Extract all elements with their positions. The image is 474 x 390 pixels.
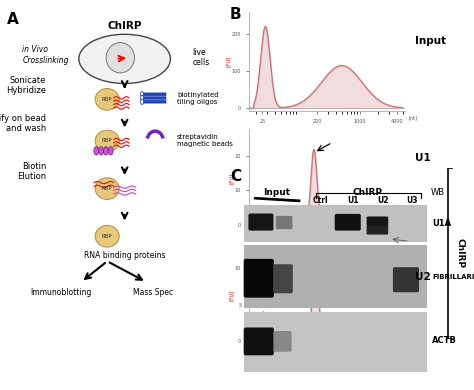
Text: RNA binding proteins: RNA binding proteins <box>84 251 165 260</box>
Text: RBP: RBP <box>102 97 112 102</box>
Bar <box>244 205 427 242</box>
Text: ChIRP: ChIRP <box>108 21 142 31</box>
Bar <box>244 312 427 372</box>
FancyBboxPatch shape <box>142 96 166 100</box>
Text: biotinylated
tiling oligos: biotinylated tiling oligos <box>177 92 219 105</box>
Ellipse shape <box>95 130 119 152</box>
FancyBboxPatch shape <box>366 226 388 234</box>
Text: Biotin
Elution: Biotin Elution <box>17 162 46 181</box>
FancyBboxPatch shape <box>244 259 274 298</box>
Ellipse shape <box>95 178 119 199</box>
Text: U1: U1 <box>347 196 358 205</box>
Text: live
cells: live cells <box>192 48 210 67</box>
Circle shape <box>141 99 144 105</box>
Text: [nt]: [nt] <box>409 349 417 354</box>
Text: streptavidin
magnetic beads: streptavidin magnetic beads <box>177 135 233 147</box>
Text: WB: WB <box>431 188 445 197</box>
Text: U2: U2 <box>377 196 389 205</box>
Text: B: B <box>230 7 242 22</box>
Text: [nt]: [nt] <box>409 232 417 237</box>
FancyBboxPatch shape <box>393 267 419 292</box>
FancyBboxPatch shape <box>366 216 388 226</box>
Text: U2: U2 <box>415 272 430 282</box>
Text: RBP: RBP <box>102 138 112 144</box>
Circle shape <box>141 92 144 97</box>
FancyBboxPatch shape <box>273 264 293 293</box>
Text: FIBRILLARIN: FIBRILLARIN <box>432 274 474 280</box>
Y-axis label: [FU]: [FU] <box>228 173 234 184</box>
Text: [nt]: [nt] <box>409 115 417 120</box>
Text: in Vivo
Crosslinking: in Vivo Crosslinking <box>22 45 69 65</box>
Text: Immunoblotting: Immunoblotting <box>31 289 92 298</box>
Text: Input: Input <box>264 188 291 197</box>
Text: Input: Input <box>415 36 446 46</box>
Polygon shape <box>255 198 300 202</box>
Text: Mass Spec: Mass Spec <box>133 289 173 298</box>
Circle shape <box>94 147 99 155</box>
Text: Purify on bead
and wash: Purify on bead and wash <box>0 114 46 133</box>
Y-axis label: [FU]: [FU] <box>226 56 230 67</box>
FancyBboxPatch shape <box>142 92 166 96</box>
Bar <box>244 245 427 308</box>
FancyBboxPatch shape <box>244 328 274 355</box>
Text: ChIRP: ChIRP <box>456 239 464 268</box>
FancyBboxPatch shape <box>142 100 166 103</box>
Text: A: A <box>7 12 18 27</box>
Circle shape <box>108 147 113 155</box>
Text: U1: U1 <box>415 153 430 163</box>
Text: RBP: RBP <box>102 186 112 191</box>
Text: RBP: RBP <box>102 234 112 239</box>
FancyBboxPatch shape <box>276 216 292 229</box>
FancyBboxPatch shape <box>248 213 273 230</box>
Text: ACTB: ACTB <box>432 336 457 345</box>
Text: ChIRP: ChIRP <box>353 188 383 197</box>
Text: C: C <box>230 169 241 184</box>
Ellipse shape <box>106 43 135 73</box>
Text: Ctrl: Ctrl <box>312 196 328 205</box>
Text: U1A: U1A <box>432 218 452 227</box>
Text: U3: U3 <box>406 196 418 205</box>
Circle shape <box>141 96 144 101</box>
FancyBboxPatch shape <box>273 331 292 352</box>
Ellipse shape <box>95 225 119 247</box>
Ellipse shape <box>79 34 171 83</box>
Ellipse shape <box>95 89 119 110</box>
Circle shape <box>99 147 103 155</box>
Y-axis label: [FU]: [FU] <box>228 290 234 301</box>
Text: Sonicate
Hybridize: Sonicate Hybridize <box>6 76 46 95</box>
FancyBboxPatch shape <box>335 214 361 230</box>
Circle shape <box>103 147 108 155</box>
